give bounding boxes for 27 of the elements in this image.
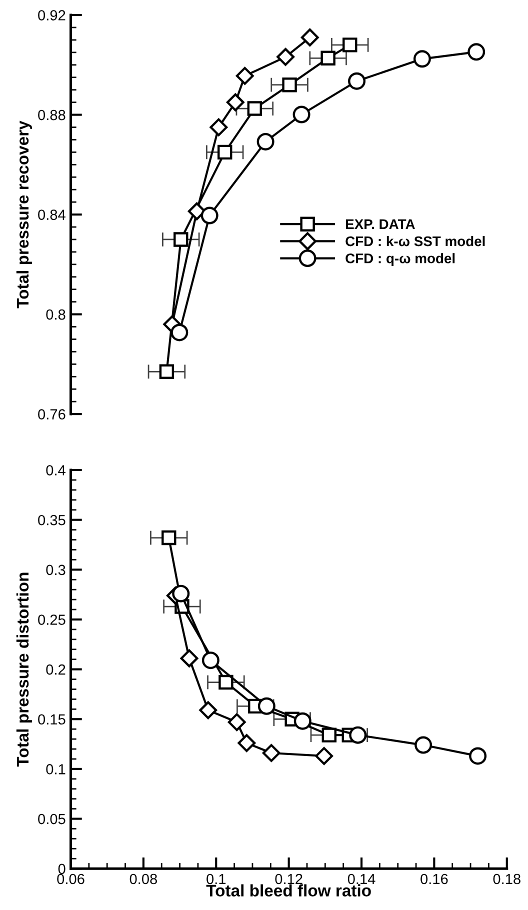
- x-tick-label: 0.08: [130, 874, 157, 884]
- x-axis-title: Total bleed flow ratio: [206, 884, 371, 897]
- y-tick-label: 0.35: [38, 514, 66, 526]
- y-tick-label: 0.4: [46, 465, 66, 476]
- legend-label: CFD : k-ω SST model: [346, 236, 485, 246]
- y-tick-label: 0.2: [46, 664, 66, 675]
- x-tick-label: 0.14: [348, 874, 376, 884]
- legend-label: EXP. DATA: [346, 219, 415, 229]
- x-tick-label: 0.18: [493, 874, 520, 884]
- y-tick-label: 0.88: [38, 110, 66, 120]
- x-tick-label: 0.16: [420, 874, 448, 884]
- y-tick-label: 0.92: [38, 10, 66, 20]
- y-tick-label: 0.3: [46, 564, 66, 576]
- y-axis-title: Total pressure recovery: [16, 120, 32, 308]
- y-tick-label: 0.76: [38, 409, 66, 420]
- y-tick-label: 0.1: [46, 764, 66, 774]
- y-axis-title: Total pressure distortion: [16, 572, 32, 767]
- y-tick-label: 0.15: [38, 714, 66, 725]
- x-tick-label: 0.12: [275, 874, 302, 884]
- y-tick-label: 0.05: [38, 814, 66, 824]
- x-tick-label: 0.1: [206, 874, 226, 884]
- x-tick-label: 0.06: [57, 874, 84, 884]
- legend-label: CFD : q-ω model: [346, 253, 455, 266]
- y-tick-label: 0.84: [38, 210, 66, 220]
- y-tick-label: 0.25: [38, 614, 66, 625]
- y-tick-label: 0.8: [46, 309, 66, 320]
- y-tick-label: 0: [58, 864, 66, 874]
